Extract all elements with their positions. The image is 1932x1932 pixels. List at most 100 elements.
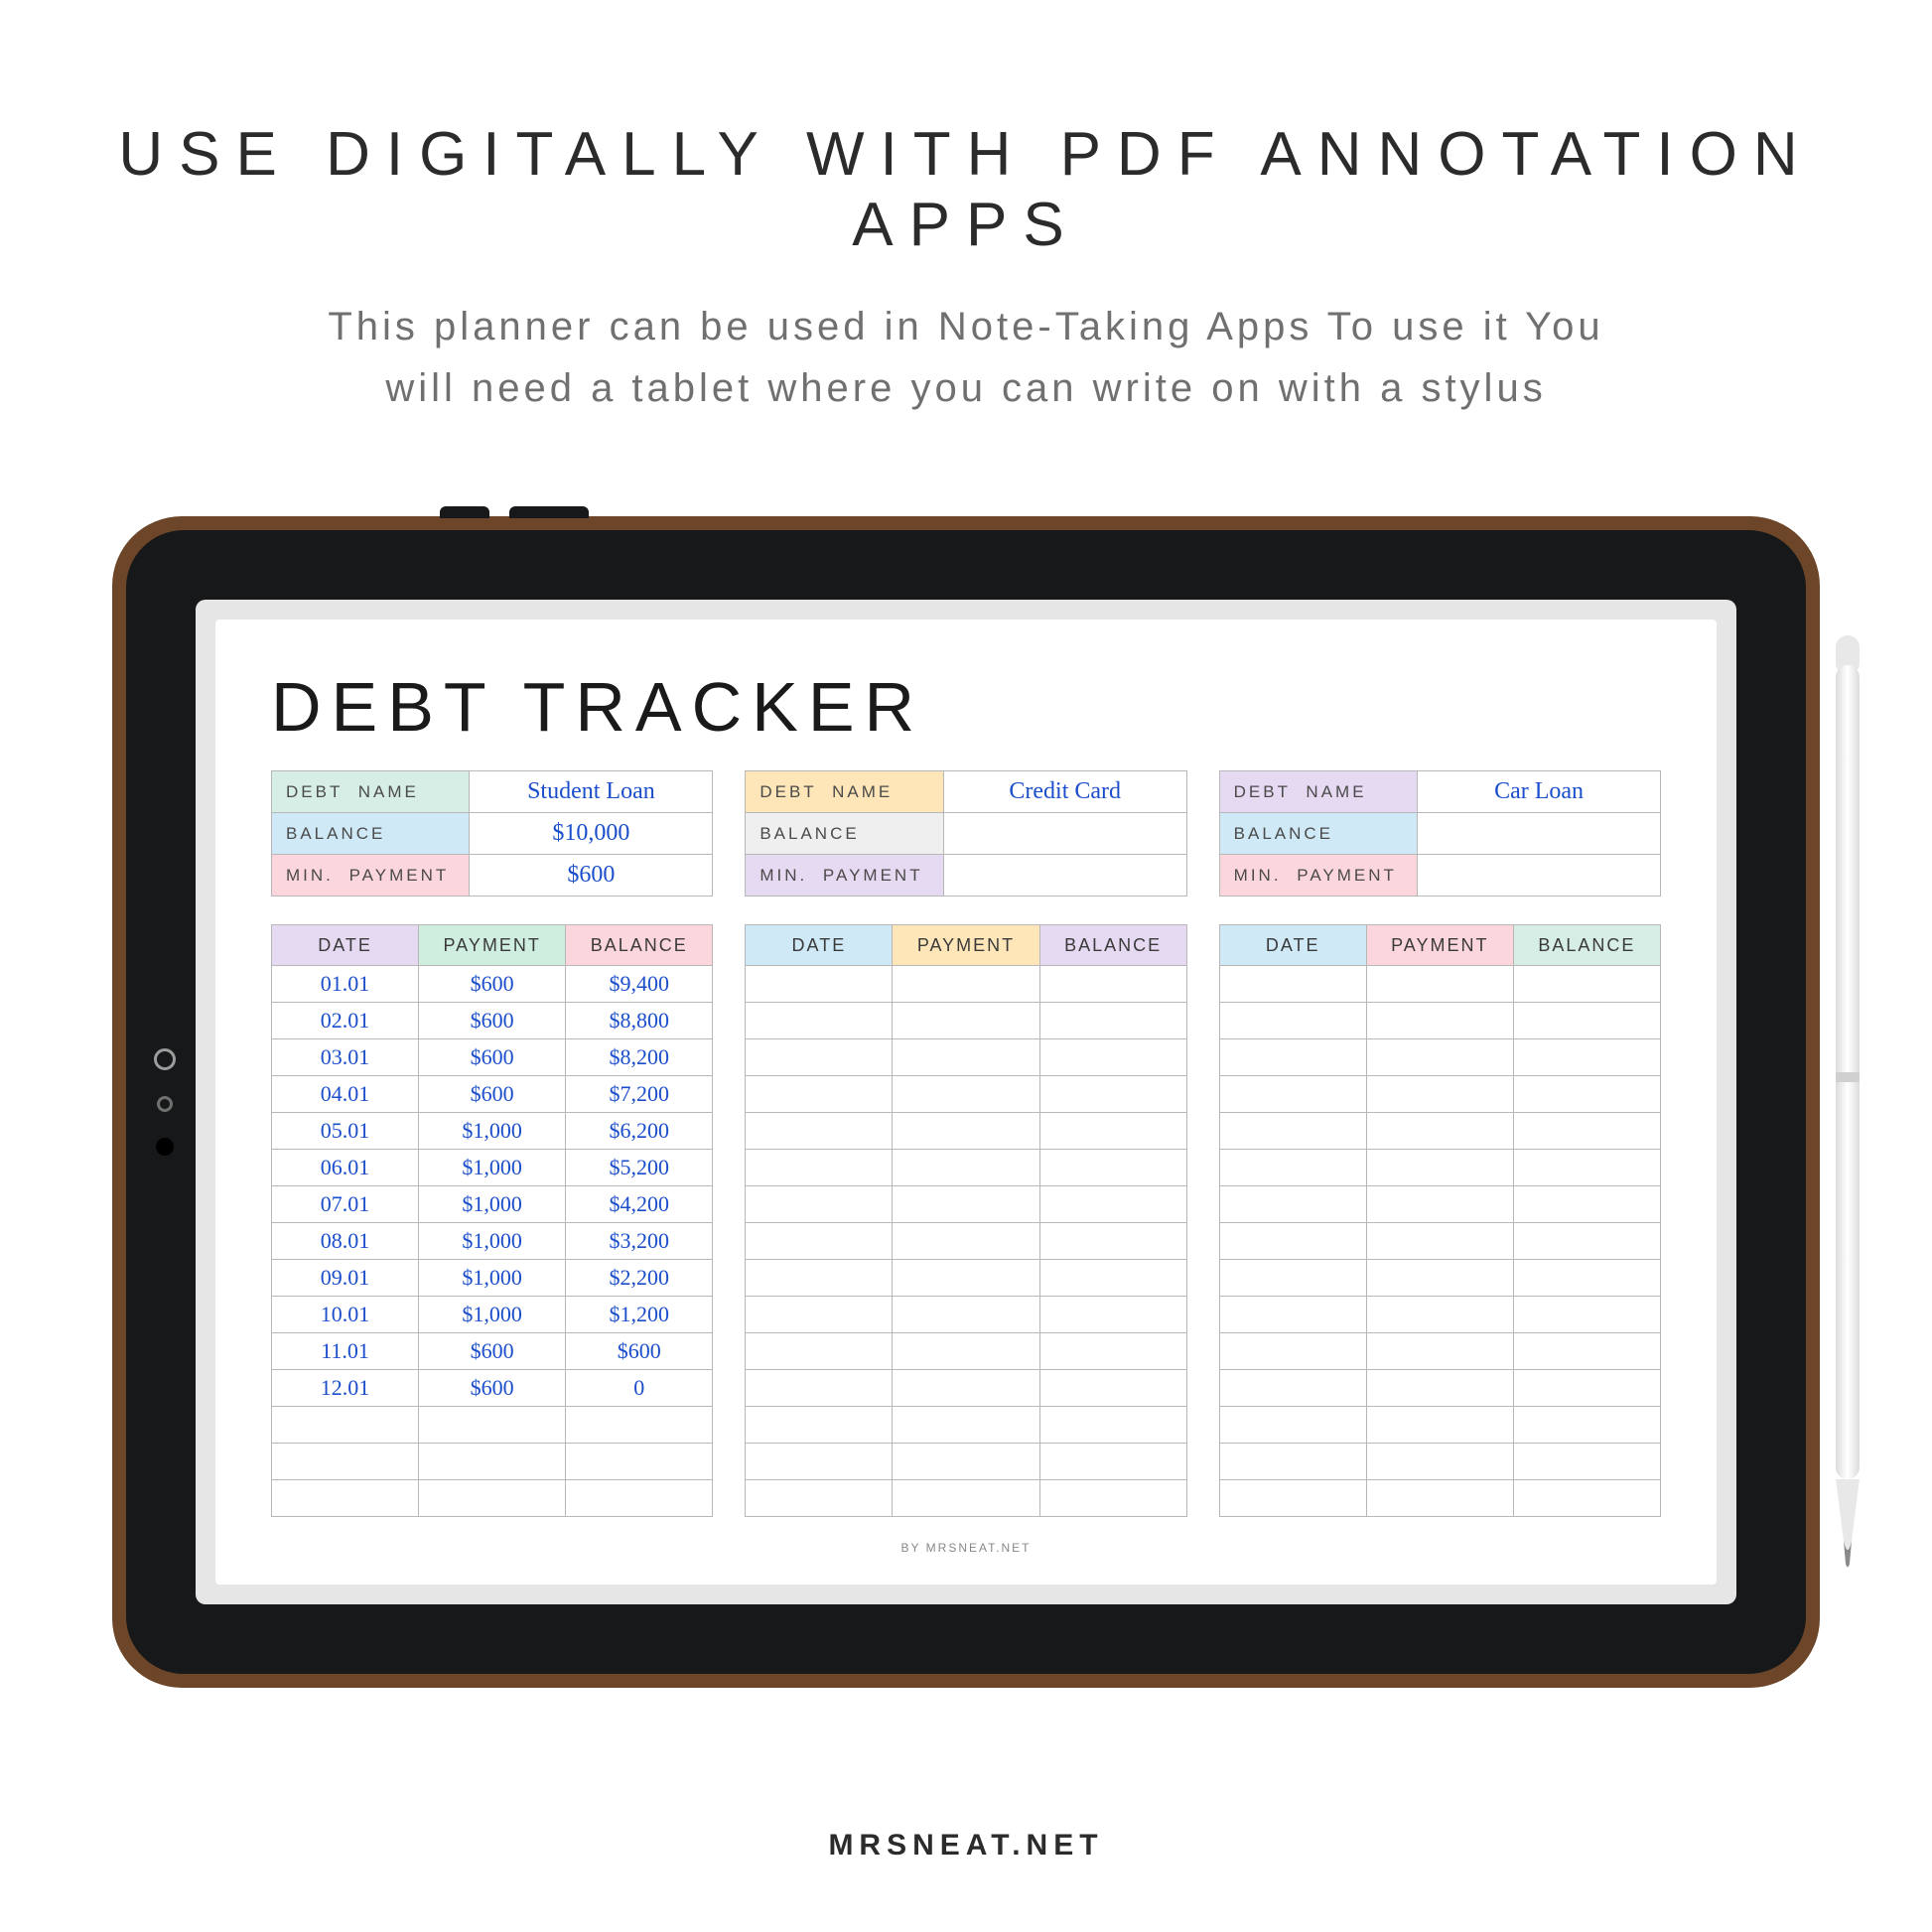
- ledger-cell-balance[interactable]: [1040, 966, 1186, 1002]
- summary-value[interactable]: $600: [470, 855, 712, 896]
- ledger-cell-payment[interactable]: $1,000: [419, 1150, 566, 1185]
- ledger-cell-balance[interactable]: $3,200: [566, 1223, 712, 1259]
- ledger-cell-date[interactable]: [746, 1150, 893, 1185]
- ledger-cell-date[interactable]: 10.01: [272, 1297, 419, 1332]
- ledger-cell-date[interactable]: [272, 1407, 419, 1443]
- ledger-cell-payment[interactable]: [893, 1480, 1039, 1516]
- ledger-cell-payment[interactable]: $1,000: [419, 1260, 566, 1296]
- ledger-cell-date[interactable]: [1220, 1150, 1367, 1185]
- ledger-cell-balance[interactable]: [1040, 1370, 1186, 1406]
- ledger-cell-date[interactable]: [746, 1223, 893, 1259]
- ledger-cell-payment[interactable]: [1367, 1260, 1514, 1296]
- ledger-cell-balance[interactable]: $1,200: [566, 1297, 712, 1332]
- ledger-cell-payment[interactable]: [893, 1333, 1039, 1369]
- ledger-cell-balance[interactable]: $7,200: [566, 1076, 712, 1112]
- summary-value[interactable]: Student Loan: [470, 771, 712, 812]
- ledger-cell-balance[interactable]: [566, 1407, 712, 1443]
- ledger-cell-balance[interactable]: $8,200: [566, 1039, 712, 1075]
- ledger-cell-date[interactable]: [746, 1260, 893, 1296]
- ledger-cell-balance[interactable]: [1040, 1407, 1186, 1443]
- ledger-cell-balance[interactable]: [1514, 1076, 1660, 1112]
- ledger-cell-balance[interactable]: [1040, 1223, 1186, 1259]
- ledger-cell-date[interactable]: [746, 1444, 893, 1479]
- ledger-cell-payment[interactable]: [1367, 1333, 1514, 1369]
- ledger-cell-date[interactable]: 05.01: [272, 1113, 419, 1149]
- ledger-cell-payment[interactable]: [1367, 1370, 1514, 1406]
- ledger-cell-payment[interactable]: [1367, 1444, 1514, 1479]
- ledger-cell-balance[interactable]: $600: [566, 1333, 712, 1369]
- summary-value[interactable]: Credit Card: [944, 771, 1186, 812]
- ledger-cell-balance[interactable]: [1040, 1444, 1186, 1479]
- ledger-cell-date[interactable]: [746, 1003, 893, 1038]
- ledger-cell-balance[interactable]: [1514, 1150, 1660, 1185]
- ledger-cell-date[interactable]: [1220, 1333, 1367, 1369]
- ledger-cell-date[interactable]: 02.01: [272, 1003, 419, 1038]
- ledger-cell-payment[interactable]: [1367, 1113, 1514, 1149]
- ledger-cell-date[interactable]: [746, 1480, 893, 1516]
- ledger-cell-balance[interactable]: $4,200: [566, 1186, 712, 1222]
- ledger-cell-balance[interactable]: [1040, 1076, 1186, 1112]
- ledger-cell-payment[interactable]: $600: [419, 1076, 566, 1112]
- ledger-cell-date[interactable]: 07.01: [272, 1186, 419, 1222]
- ledger-cell-date[interactable]: [746, 966, 893, 1002]
- ledger-cell-payment[interactable]: $1,000: [419, 1186, 566, 1222]
- summary-value[interactable]: Car Loan: [1418, 771, 1660, 812]
- ledger-cell-date[interactable]: [1220, 1444, 1367, 1479]
- ledger-cell-payment[interactable]: [893, 1039, 1039, 1075]
- ledger-cell-balance[interactable]: [1514, 1039, 1660, 1075]
- ledger-cell-payment[interactable]: [893, 1223, 1039, 1259]
- ledger-cell-date[interactable]: [272, 1480, 419, 1516]
- summary-value[interactable]: [1418, 855, 1660, 896]
- ledger-cell-payment[interactable]: $1,000: [419, 1297, 566, 1332]
- ledger-cell-payment[interactable]: [1367, 1223, 1514, 1259]
- ledger-cell-date[interactable]: [272, 1444, 419, 1479]
- summary-value[interactable]: $10,000: [470, 813, 712, 854]
- ledger-cell-payment[interactable]: $600: [419, 966, 566, 1002]
- ledger-cell-date[interactable]: [1220, 1407, 1367, 1443]
- ledger-cell-payment[interactable]: $600: [419, 1039, 566, 1075]
- ledger-cell-date[interactable]: 12.01: [272, 1370, 419, 1406]
- ledger-cell-balance[interactable]: $5,200: [566, 1150, 712, 1185]
- ledger-cell-balance[interactable]: [1040, 1039, 1186, 1075]
- ledger-cell-payment[interactable]: $600: [419, 1003, 566, 1038]
- ledger-cell-balance[interactable]: [1040, 1480, 1186, 1516]
- ledger-cell-payment[interactable]: [893, 1444, 1039, 1479]
- ledger-cell-payment[interactable]: [893, 1370, 1039, 1406]
- ledger-cell-date[interactable]: 04.01: [272, 1076, 419, 1112]
- ledger-cell-payment[interactable]: [1367, 1186, 1514, 1222]
- ledger-cell-date[interactable]: [746, 1333, 893, 1369]
- ledger-cell-payment[interactable]: [893, 1076, 1039, 1112]
- ledger-cell-balance[interactable]: [1514, 1186, 1660, 1222]
- ledger-cell-date[interactable]: [1220, 1113, 1367, 1149]
- ledger-cell-date[interactable]: 11.01: [272, 1333, 419, 1369]
- ledger-cell-date[interactable]: [1220, 1223, 1367, 1259]
- ledger-cell-payment[interactable]: $600: [419, 1333, 566, 1369]
- ledger-cell-payment[interactable]: [419, 1444, 566, 1479]
- ledger-cell-payment[interactable]: [893, 1186, 1039, 1222]
- ledger-cell-payment[interactable]: [1367, 1150, 1514, 1185]
- ledger-cell-date[interactable]: [746, 1039, 893, 1075]
- ledger-cell-balance[interactable]: [1514, 1223, 1660, 1259]
- ledger-cell-balance[interactable]: [1040, 1260, 1186, 1296]
- ledger-cell-date[interactable]: [746, 1370, 893, 1406]
- ledger-cell-date[interactable]: [1220, 1260, 1367, 1296]
- ledger-cell-payment[interactable]: [893, 966, 1039, 1002]
- ledger-cell-payment[interactable]: [1367, 1480, 1514, 1516]
- ledger-cell-balance[interactable]: $6,200: [566, 1113, 712, 1149]
- ledger-cell-balance[interactable]: [1514, 1370, 1660, 1406]
- ledger-cell-balance[interactable]: [1514, 1003, 1660, 1038]
- ledger-cell-payment[interactable]: [893, 1150, 1039, 1185]
- ledger-cell-date[interactable]: [746, 1076, 893, 1112]
- ledger-cell-date[interactable]: [746, 1186, 893, 1222]
- ledger-cell-date[interactable]: 01.01: [272, 966, 419, 1002]
- ledger-cell-date[interactable]: [746, 1297, 893, 1332]
- ledger-cell-balance[interactable]: [1040, 1186, 1186, 1222]
- ledger-cell-balance[interactable]: [1514, 1444, 1660, 1479]
- ledger-cell-payment[interactable]: [1367, 1076, 1514, 1112]
- ledger-cell-payment[interactable]: [1367, 1407, 1514, 1443]
- ledger-cell-payment[interactable]: [893, 1260, 1039, 1296]
- ledger-cell-date[interactable]: 08.01: [272, 1223, 419, 1259]
- ledger-cell-payment[interactable]: $1,000: [419, 1223, 566, 1259]
- ledger-cell-balance[interactable]: 0: [566, 1370, 712, 1406]
- ledger-cell-balance[interactable]: [1040, 1333, 1186, 1369]
